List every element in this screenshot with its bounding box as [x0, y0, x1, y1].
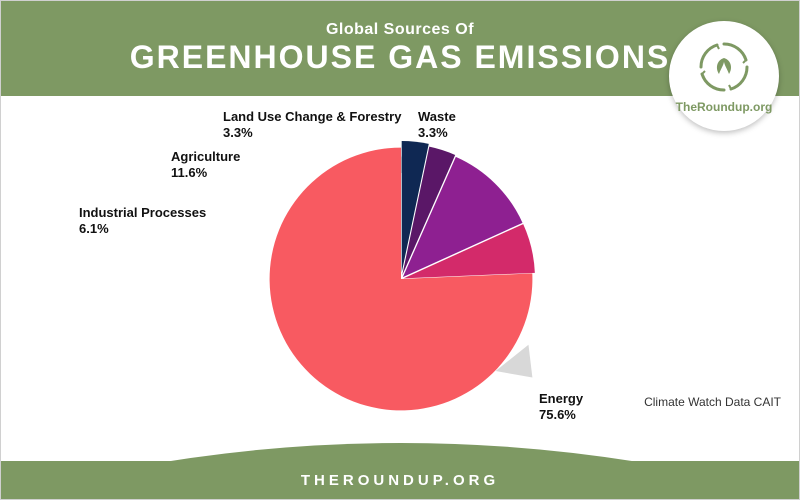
- header-title: GREENHOUSE GAS EMISSIONS: [130, 39, 671, 76]
- recycle-leaf-icon: [695, 38, 753, 96]
- slice-label: Waste 3.3%: [418, 109, 456, 142]
- infographic-page: Global Sources Of GREENHOUSE GAS EMISSIO…: [0, 0, 800, 500]
- footer-bar: THEROUNDUP.ORG: [1, 461, 799, 499]
- pie-chart: [256, 134, 546, 424]
- slice-label: Industrial Processes 6.1%: [79, 205, 206, 238]
- footer-text: THEROUNDUP.ORG: [301, 472, 499, 489]
- slice-label: Land Use Change & Forestry 3.3%: [223, 109, 401, 142]
- data-attribution: Climate Watch Data CAIT: [644, 395, 781, 409]
- header-subtitle: Global Sources Of: [326, 21, 474, 39]
- chart-area: Energy 75.6% Industrial Processes 6.1% Agr…: [1, 96, 799, 461]
- slice-label: Agriculture 11.6%: [171, 149, 240, 182]
- slice-label: Energy 75.6%: [539, 391, 583, 424]
